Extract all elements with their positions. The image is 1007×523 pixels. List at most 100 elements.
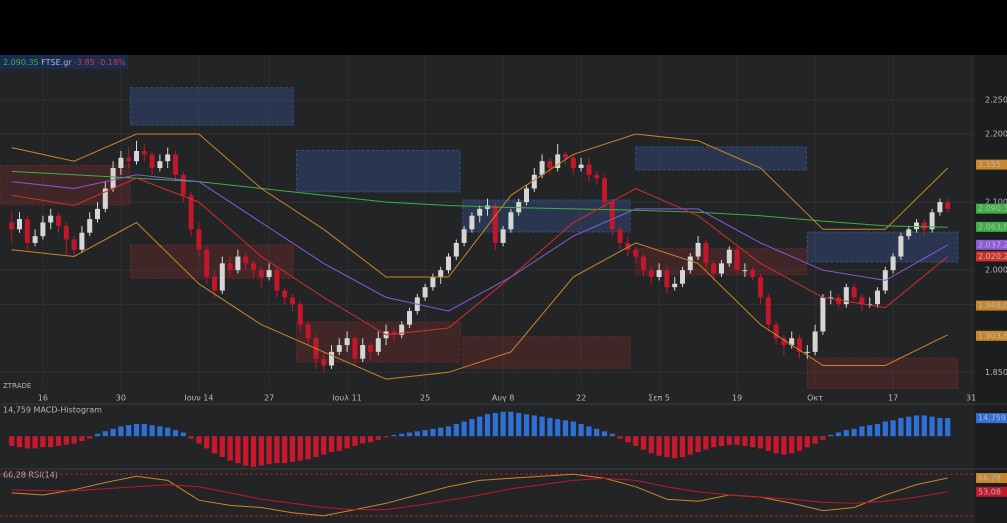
candle-body bbox=[297, 304, 303, 325]
histogram-bar bbox=[890, 420, 896, 437]
indicator-line bbox=[11, 473, 948, 517]
candle-body bbox=[906, 229, 912, 237]
candle-body bbox=[282, 290, 288, 298]
histogram-bar bbox=[469, 419, 475, 437]
histogram-bar bbox=[828, 434, 834, 437]
candle-body bbox=[703, 242, 709, 264]
histogram-bar bbox=[617, 436, 623, 439]
histogram-bar bbox=[484, 414, 491, 437]
histogram-bar bbox=[796, 436, 803, 451]
price-tag-label: 2.063,60 bbox=[978, 222, 1007, 231]
candle-body bbox=[24, 219, 30, 243]
candle-body bbox=[399, 324, 405, 335]
candle-body bbox=[945, 202, 951, 209]
candle-body bbox=[102, 188, 108, 209]
histogram-bar bbox=[227, 436, 233, 461]
histogram-bar bbox=[757, 436, 764, 449]
candle-body bbox=[251, 263, 256, 271]
price-tag-label: 66,28 bbox=[978, 474, 1001, 483]
candle-body bbox=[227, 263, 233, 271]
histogram-bar bbox=[531, 415, 537, 437]
candle-body bbox=[204, 249, 210, 277]
histogram-bar bbox=[773, 436, 779, 454]
histogram-bar bbox=[640, 436, 647, 450]
histogram-bar bbox=[648, 436, 654, 454]
histogram-bar bbox=[336, 436, 342, 451]
candle-body bbox=[843, 287, 849, 305]
histogram-bar bbox=[399, 433, 405, 437]
histogram-bar bbox=[165, 427, 171, 437]
histogram-bar bbox=[633, 436, 639, 446]
candle-body bbox=[797, 338, 802, 352]
candle-body bbox=[680, 270, 685, 284]
x-tick-label: Οκτ bbox=[807, 394, 823, 403]
histogram-bar bbox=[726, 436, 732, 445]
candle-body bbox=[71, 239, 77, 250]
overlay-line bbox=[11, 174, 948, 312]
histogram-bar bbox=[492, 412, 498, 437]
legend-box bbox=[0, 55, 128, 69]
histogram-bar bbox=[664, 436, 670, 457]
histogram-bar bbox=[48, 436, 54, 448]
histogram-bar bbox=[157, 426, 163, 437]
legend-symbol: FTSE.gr bbox=[41, 58, 72, 67]
candle-body bbox=[461, 229, 467, 243]
histogram-bar bbox=[258, 436, 264, 466]
histogram-bar bbox=[360, 436, 366, 444]
histogram-bar bbox=[219, 436, 225, 457]
candle-body bbox=[594, 174, 600, 179]
candle-body bbox=[149, 154, 155, 169]
histogram-bar bbox=[383, 436, 389, 438]
histogram-bar bbox=[375, 436, 381, 440]
histogram-bar bbox=[250, 436, 257, 467]
histogram-bar bbox=[196, 436, 202, 444]
histogram-bar bbox=[945, 418, 951, 437]
histogram-bar bbox=[882, 421, 888, 437]
histogram-bar bbox=[445, 426, 452, 437]
x-tick-label: 30 bbox=[116, 394, 126, 403]
candle-body bbox=[524, 188, 529, 203]
candle-body bbox=[734, 249, 740, 271]
candle-body bbox=[765, 297, 771, 325]
histogram-bar bbox=[750, 436, 756, 448]
histogram-bar bbox=[703, 436, 709, 450]
histogram-bar bbox=[906, 416, 912, 437]
histogram-bar bbox=[438, 427, 444, 437]
histogram-bar bbox=[453, 423, 459, 437]
zone bbox=[462, 199, 631, 233]
histogram-bar bbox=[508, 411, 514, 437]
histogram-bar bbox=[835, 432, 842, 437]
candle-body bbox=[63, 225, 69, 240]
candle-body bbox=[274, 270, 280, 291]
price-tag bbox=[976, 413, 1007, 424]
zone bbox=[462, 335, 631, 369]
candle-body bbox=[329, 351, 334, 366]
histogram-bar bbox=[586, 426, 592, 437]
histogram-bar bbox=[188, 436, 194, 439]
candle-body bbox=[859, 297, 865, 305]
legend-last: 2.090,35 bbox=[3, 58, 39, 67]
histogram-bar bbox=[352, 436, 358, 446]
histogram-bar bbox=[820, 436, 826, 440]
histogram-bar bbox=[24, 436, 30, 449]
candle-body bbox=[758, 276, 763, 298]
price-tag-label: 14,759 bbox=[978, 414, 1006, 423]
candle-body bbox=[789, 338, 795, 346]
histogram-bar bbox=[859, 426, 865, 437]
zone bbox=[806, 231, 959, 263]
price-tag bbox=[976, 159, 1007, 170]
candle-body bbox=[157, 161, 163, 169]
candle-body bbox=[648, 270, 654, 277]
x-tick-label: 17 bbox=[888, 394, 898, 403]
overlay-line bbox=[11, 177, 949, 336]
histogram-bar bbox=[687, 436, 693, 455]
histogram-bar bbox=[243, 436, 249, 466]
candle-body bbox=[656, 270, 662, 277]
histogram-bar bbox=[133, 423, 140, 437]
histogram-bar bbox=[695, 436, 701, 453]
candle-body bbox=[625, 242, 631, 250]
histogram-bar bbox=[305, 436, 311, 460]
candle-body bbox=[79, 232, 85, 250]
candle-body bbox=[352, 338, 358, 359]
histogram-bar bbox=[937, 417, 943, 437]
